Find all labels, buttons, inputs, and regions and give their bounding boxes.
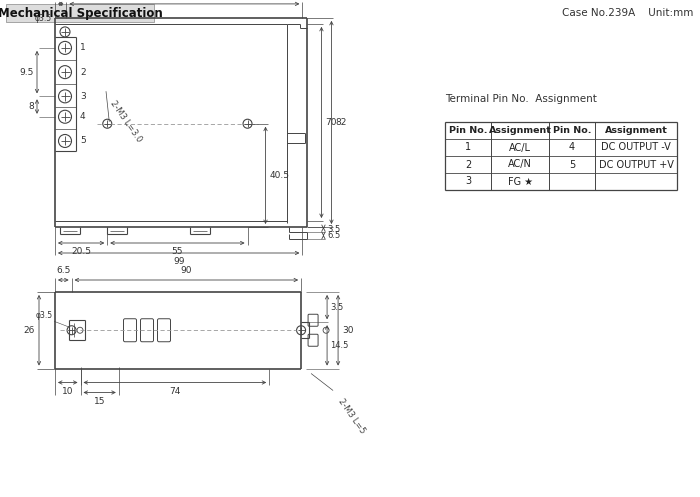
Text: 2-M3 L=5: 2-M3 L=5 bbox=[336, 397, 367, 435]
Text: 70: 70 bbox=[326, 118, 337, 127]
Text: 1: 1 bbox=[80, 43, 85, 52]
Text: 20.5: 20.5 bbox=[71, 247, 91, 256]
Text: 6.5: 6.5 bbox=[328, 231, 341, 240]
Bar bbox=[7, 9, 15, 17]
Text: φ3.5: φ3.5 bbox=[36, 311, 53, 320]
Text: 10: 10 bbox=[62, 387, 74, 396]
Text: DC OUTPUT +V: DC OUTPUT +V bbox=[598, 160, 673, 169]
Text: 40.5: 40.5 bbox=[270, 171, 290, 180]
Text: 8: 8 bbox=[28, 102, 34, 111]
Text: 90: 90 bbox=[181, 266, 192, 275]
Text: 5: 5 bbox=[569, 160, 575, 169]
Text: Pin No.: Pin No. bbox=[449, 126, 487, 135]
Text: 5: 5 bbox=[80, 137, 85, 146]
Text: 2-M3 L=3.0: 2-M3 L=3.0 bbox=[108, 99, 143, 144]
Text: Case No.239A    Unit:mm: Case No.239A Unit:mm bbox=[561, 8, 693, 18]
Text: AC/N: AC/N bbox=[508, 160, 532, 169]
Text: 3: 3 bbox=[465, 176, 471, 186]
Text: Terminal Pin No.  Assignment: Terminal Pin No. Assignment bbox=[445, 94, 597, 104]
Text: FG ★: FG ★ bbox=[508, 176, 533, 186]
Text: 3.5: 3.5 bbox=[330, 303, 343, 312]
Text: 74: 74 bbox=[169, 387, 181, 396]
Text: 99: 99 bbox=[173, 257, 184, 266]
Text: Pin No.: Pin No. bbox=[553, 126, 592, 135]
Text: DC OUTPUT -V: DC OUTPUT -V bbox=[601, 143, 671, 153]
Text: 6.5: 6.5 bbox=[56, 266, 71, 275]
Text: 2: 2 bbox=[80, 68, 85, 77]
Text: Assignment: Assignment bbox=[489, 126, 552, 135]
Text: 55: 55 bbox=[172, 247, 183, 256]
Text: 15: 15 bbox=[94, 397, 106, 406]
Text: 26: 26 bbox=[24, 326, 35, 335]
Text: AC/L: AC/L bbox=[509, 143, 531, 153]
Text: 1: 1 bbox=[465, 143, 471, 153]
Text: 2: 2 bbox=[465, 160, 471, 169]
Text: 3.5: 3.5 bbox=[328, 225, 341, 234]
Text: 82: 82 bbox=[335, 118, 346, 127]
Text: 14.5: 14.5 bbox=[330, 341, 349, 350]
Text: φ3.5: φ3.5 bbox=[35, 14, 52, 23]
Text: Mechanical Specification: Mechanical Specification bbox=[0, 6, 162, 19]
Text: 30: 30 bbox=[342, 326, 354, 335]
Text: 3: 3 bbox=[80, 92, 85, 101]
Text: 9.5: 9.5 bbox=[20, 68, 34, 77]
Text: 4: 4 bbox=[80, 112, 85, 121]
Text: Assignment: Assignment bbox=[605, 126, 667, 135]
Bar bbox=[6, 4, 154, 22]
Text: 4: 4 bbox=[569, 143, 575, 153]
